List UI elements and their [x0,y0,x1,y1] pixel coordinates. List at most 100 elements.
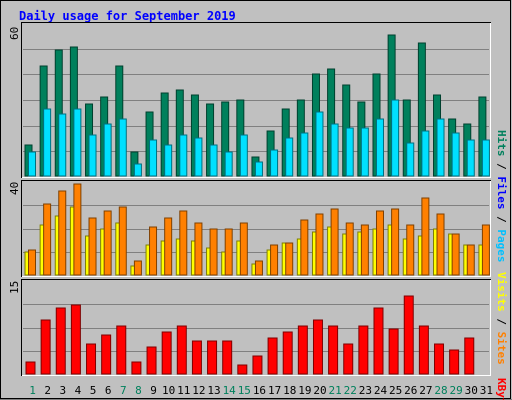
mid-sites-bar-day-13 [209,228,218,276]
day-label-30: 30 [465,384,478,397]
mid-sites-bar-day-2 [43,203,52,276]
top-files-bar-day-16 [254,161,263,177]
visits-sites-panel: 40 [8,180,491,277]
mid-sites-bar-day-10 [164,217,173,276]
top-files-bar-day-10 [164,144,173,177]
mid-sites-bar-day-11 [179,210,188,276]
chart-title: Daily usage for September 2019 [19,9,236,23]
day-label-22: 22 [344,384,357,397]
bot-kbytes-bar-day-13 [207,340,218,375]
day-label-15: 15 [238,384,251,397]
mid-sites-bar-day-17 [270,244,279,276]
top-files-bar-day-18 [285,137,294,177]
bot-kbytes-bar-day-10 [161,331,172,375]
bot-kbytes-bar-day-28 [434,343,445,375]
day-label-4: 4 [75,384,82,397]
mid-sites-bar-day-16 [254,260,263,276]
top-files-bar-day-19 [300,132,309,177]
bot-kbytes-bar-day-5 [86,343,97,375]
day-label-26: 26 [404,384,417,397]
bot-kbytes-bar-day-15 [237,364,248,375]
day-label-16: 16 [253,384,266,397]
top-files-bar-day-8 [133,163,142,177]
legend-visits: Visits [495,272,508,312]
top-files-bar-day-26 [406,142,415,177]
bot-kbytes-bar-day-14 [222,340,233,375]
bot-kbytes-bar-day-24 [373,307,384,375]
bot-kbytes-bar-day-20 [312,319,323,375]
top-files-bar-day-23 [360,127,369,177]
bot-kbytes-bar-day-8 [131,361,142,375]
top-files-bar-day-14 [224,151,233,177]
legend-top: Hits / Files / Pages [495,130,508,263]
legend-sites: Sites [495,332,508,365]
top-files-bar-day-11 [179,134,188,177]
top-files-bar-day-31 [481,139,490,177]
top-files-bar-day-29 [451,132,460,177]
top-files-bar-day-7 [118,118,127,177]
top-files-bar-day-20 [315,111,324,177]
bot-kbytes-bar-day-2 [40,319,51,375]
bot-kbytes-bar-day-25 [388,328,399,375]
top-files-bar-day-1 [28,151,36,177]
day-label-9: 9 [150,384,157,397]
mid-sites-bar-day-26 [406,224,415,276]
day-label-10: 10 [162,384,175,397]
mid-sites-bar-day-5 [88,217,97,276]
bot-kbytes-bar-day-4 [70,304,81,375]
day-label-19: 19 [298,384,311,397]
mid-sites-bar-day-8 [133,260,142,276]
mid-sites-bar-day-28 [436,213,445,276]
legend-pages: Pages [495,229,508,262]
bot-kbytes-bar-day-7 [116,325,127,375]
day-label-20: 20 [313,384,326,397]
legend-middle: Visits / Sites [495,272,508,365]
mid-sites-bar-day-27 [421,197,430,276]
day-label-11: 11 [177,384,190,397]
day-label-28: 28 [434,384,447,397]
bot-kbytes-bar-day-1 [25,361,36,375]
mid-sites-bar-day-3 [58,190,67,276]
top-files-bar-day-22 [345,127,354,177]
day-label-21: 21 [328,384,341,397]
legend-kbytes: KBytes [495,378,508,400]
mid-sites-bar-day-1 [28,249,36,276]
day-label-17: 17 [268,384,281,397]
day-label-6: 6 [105,384,112,397]
bot-kbytes-bar-day-11 [176,325,187,375]
day-label-25: 25 [389,384,402,397]
mid-sites-bar-day-25 [391,208,400,276]
bot-kbytes-bar-day-29 [449,349,460,375]
top-files-bar-day-24 [375,118,384,177]
top-files-bar-day-9 [149,139,158,177]
legend-files: Files [495,176,508,209]
top-files-bar-day-15 [239,134,248,177]
bot-kbytes-bar-day-12 [191,340,202,375]
day-label-29: 29 [450,384,463,397]
day-label-13: 13 [207,384,220,397]
bot-kbytes-bar-day-17 [267,337,278,375]
day-label-3: 3 [59,384,66,397]
bot-kbytes-bar-day-22 [343,343,354,375]
day-label-1: 1 [29,384,36,397]
bot-kbytes-bar-day-6 [101,334,112,375]
day-label-12: 12 [192,384,205,397]
mid-sites-bar-day-6 [103,210,112,276]
top-files-bar-day-2 [43,108,52,177]
top-files-bar-day-3 [58,113,67,177]
mid-sites-bar-day-31 [481,224,490,276]
day-axis-labels: 1 2 3 4 5 6 7 8 9 10 11 12 13 14 15 16 17 18 19 20 21 22 23 24 2… [29,384,493,397]
top-files-bar-day-5 [88,134,97,177]
bot-kbytes-bar-day-16 [252,355,263,375]
top-files-bar-day-28 [436,118,445,177]
bot-kbytes-bar-day-9 [146,346,157,375]
mid-sites-bar-day-24 [375,210,384,276]
day-label-23: 23 [359,384,372,397]
visits-sites-axis-max: 40 [8,182,21,195]
legend-hits: Hits [495,130,508,157]
kbytes-panel: 15 [8,279,491,376]
mid-sites-bar-day-30 [466,244,475,276]
bot-kbytes-bar-day-21 [328,325,339,375]
day-label-27: 27 [419,384,432,397]
